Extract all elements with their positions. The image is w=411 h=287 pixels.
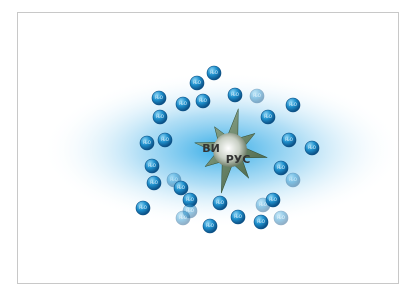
molecule-label: H₂O: [259, 202, 267, 207]
molecule-label: H₂O: [289, 102, 297, 107]
water-molecule: H₂O: [145, 159, 159, 173]
molecule-label: H₂O: [161, 137, 169, 142]
water-molecule: H₂O: [250, 89, 264, 103]
water-molecule: H₂O: [158, 133, 172, 147]
molecule-label: H₂O: [277, 165, 285, 170]
water-molecule: H₂O: [152, 91, 166, 105]
water-molecule: H₂O: [305, 141, 319, 155]
molecule-label: H₂O: [199, 98, 207, 103]
water-molecule: H₂O: [286, 173, 300, 187]
molecule-label: H₂O: [155, 95, 163, 100]
molecule-label: H₂O: [234, 214, 242, 219]
water-molecule: H₂O: [213, 196, 227, 210]
illustration: H₂OH₂OH₂OH₂OH₂OH₂OH₂OH₂OH₂OH₂OH₂OH₂OH₂OH…: [0, 0, 411, 287]
water-molecule: H₂O: [254, 215, 268, 229]
virus-label: РУС: [226, 153, 251, 166]
molecule-label: H₂O: [179, 101, 187, 106]
molecule-label: H₂O: [308, 145, 316, 150]
molecule-label: H₂O: [148, 163, 156, 168]
water-molecule: H₂O: [190, 76, 204, 90]
water-molecule: H₂O: [261, 110, 275, 124]
molecule-label: H₂O: [186, 197, 194, 202]
water-molecule: H₂O: [136, 201, 150, 215]
water-molecule: H₂O: [203, 219, 217, 233]
molecule-label: H₂O: [193, 80, 201, 85]
virus-label: ВИ: [202, 142, 220, 155]
molecule-label: H₂O: [257, 219, 265, 224]
molecule-label: H₂O: [277, 215, 285, 220]
water-molecule: H₂O: [228, 88, 242, 102]
water-molecule: H₂O: [174, 181, 188, 195]
molecule-label: H₂O: [143, 140, 151, 145]
molecule-label: H₂O: [285, 137, 293, 142]
molecule-label: H₂O: [177, 185, 185, 190]
molecule-label: H₂O: [206, 223, 214, 228]
water-molecule: H₂O: [282, 133, 296, 147]
molecule-label: H₂O: [269, 197, 277, 202]
molecule-label: H₂O: [170, 177, 178, 182]
molecule-label: H₂O: [156, 114, 164, 119]
molecule-label: H₂O: [264, 114, 272, 119]
water-molecule: H₂O: [176, 97, 190, 111]
water-molecule: H₂O: [231, 210, 245, 224]
water-molecule: H₂O: [196, 94, 210, 108]
molecule-label: H₂O: [150, 180, 158, 185]
water-molecule: H₂O: [274, 161, 288, 175]
molecule-label: H₂O: [253, 93, 261, 98]
molecule-label: H₂O: [139, 205, 147, 210]
water-molecule: H₂O: [147, 176, 161, 190]
water-molecule: H₂O: [286, 98, 300, 112]
water-molecule: H₂O: [207, 66, 221, 80]
water-molecule: H₂O: [140, 136, 154, 150]
molecule-label: H₂O: [210, 70, 218, 75]
water-molecule: H₂O: [256, 198, 270, 212]
molecule-label: H₂O: [216, 200, 224, 205]
molecule-label: H₂O: [231, 92, 239, 97]
water-molecule: H₂O: [153, 110, 167, 124]
molecule-label: H₂O: [179, 215, 187, 220]
water-molecule: H₂O: [274, 211, 288, 225]
molecule-label: H₂O: [289, 177, 297, 182]
water-molecule: H₂O: [176, 211, 190, 225]
